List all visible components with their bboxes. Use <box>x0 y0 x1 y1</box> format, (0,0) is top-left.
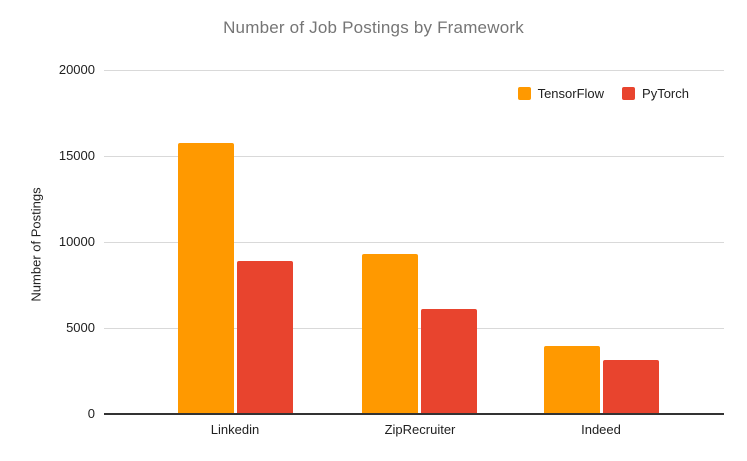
y-tick-label-0: 0 <box>87 406 95 421</box>
legend-label-tensorflow: TensorFlow <box>537 86 605 101</box>
y-tick-label-20000: 20000 <box>58 62 95 77</box>
legend-item-pytorch: PyTorch <box>622 86 689 101</box>
bar-pytorch-ziprecruiter <box>421 309 477 413</box>
gridline-20000 <box>104 70 724 71</box>
x-category-label-linkedin: Linkedin <box>210 422 260 437</box>
bar-tensorflow-indeed <box>544 346 600 413</box>
bar-tensorflow-ziprecruiter <box>362 254 418 413</box>
x-category-label-ziprecruiter: ZipRecruiter <box>384 422 456 437</box>
x-axis-line <box>104 413 724 415</box>
gridline-10000 <box>104 242 724 243</box>
legend-item-tensorflow: TensorFlow <box>517 86 605 101</box>
plot-area <box>104 70 724 415</box>
gridline-15000 <box>104 156 724 157</box>
chart-title: Number of Job Postings by Framework <box>223 18 524 37</box>
legend-label-pytorch: PyTorch <box>642 86 689 101</box>
x-category-label-indeed: Indeed <box>581 422 621 437</box>
bar-pytorch-indeed <box>603 360 659 413</box>
bar-tensorflow-linkedin <box>178 143 234 413</box>
y-tick-label-5000: 5000 <box>66 320 95 335</box>
legend: TensorFlow PyTorch <box>517 86 689 101</box>
legend-swatch-pytorch <box>622 87 636 100</box>
legend-swatch-tensorflow <box>517 87 531 100</box>
y-tick-label-15000: 15000 <box>58 148 95 163</box>
bar-pytorch-linkedin <box>237 261 293 413</box>
y-tick-label-10000: 10000 <box>58 234 95 249</box>
